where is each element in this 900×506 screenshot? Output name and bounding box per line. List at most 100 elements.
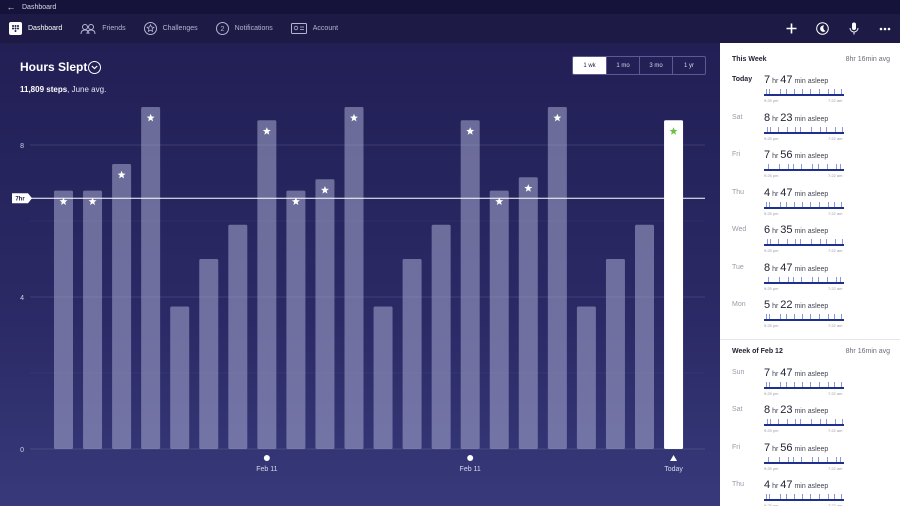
nav-account[interactable]: Account — [282, 14, 347, 43]
sleep-stage-tick — [818, 456, 819, 462]
sleep-stage-tick — [769, 494, 770, 499]
sleep-moon-icon[interactable] — [807, 14, 838, 43]
min-unit: min asleep — [794, 408, 829, 415]
sleep-minutes: 47 — [780, 479, 793, 491]
sleep-minutes: 23 — [780, 404, 793, 416]
sleep-bar[interactable] — [54, 190, 73, 449]
sleep-stage-tick — [810, 89, 811, 94]
sleep-start-time: 9:25 pm — [764, 210, 779, 216]
tab-1-month[interactable]: 1 mo — [606, 57, 639, 74]
sleep-log-row[interactable]: Mon 5 hr 22 min asleep 9:25 pm 7:22 am — [732, 299, 892, 336]
chevron-down-icon[interactable] — [88, 61, 101, 74]
sleep-bar[interactable] — [518, 177, 538, 450]
goal-star-icon — [669, 127, 678, 135]
sleep-minutes: 47 — [780, 186, 793, 199]
sleep-stage-tick — [794, 89, 795, 94]
sleep-end-time: 7:22 am — [828, 323, 843, 328]
sleep-bar[interactable] — [460, 120, 480, 450]
sleep-bar[interactable] — [83, 190, 103, 449]
sleep-log-sidebar: This Week 8hr 16min avg Today 7 hr 47 min a… — [720, 43, 900, 506]
sleep-bar[interactable] — [112, 164, 132, 449]
sleep-log-row[interactable]: Wed 6 hr 35 min asleep 9:25 pm 7:22 am — [732, 224, 892, 261]
sleep-stage-tick — [778, 419, 779, 424]
sleep-timeline-base — [764, 386, 844, 389]
sleep-bar[interactable] — [373, 306, 393, 450]
sleep-end-time: 7:22 am — [828, 428, 843, 433]
min-unit: min asleep — [794, 190, 829, 198]
steps-value: 11,809 steps — [20, 85, 68, 94]
sleep-hours: 8 — [764, 404, 771, 416]
sleep-log-row[interactable]: Sun 7 hr 47 min asleep 9:25 pm 7:22 am — [732, 367, 892, 404]
sleep-bar[interactable] — [141, 107, 161, 449]
tab-3-months[interactable]: 3 mo — [639, 57, 672, 74]
y-tick-label: 0 — [20, 447, 24, 454]
sleep-hours: 6 — [764, 224, 771, 236]
min-unit: min asleep — [794, 153, 829, 160]
arrow-left-icon[interactable]: ← — [6, 2, 16, 12]
sleep-stage-tick — [795, 126, 796, 132]
sleep-stage-tick — [834, 314, 835, 319]
sleep-bar[interactable] — [402, 259, 422, 449]
sleep-bar[interactable] — [576, 306, 596, 450]
sleep-bar[interactable] — [431, 224, 451, 449]
sleep-stage-tick — [812, 456, 813, 462]
sleep-bar[interactable] — [489, 190, 509, 449]
more-icon[interactable] — [869, 14, 900, 43]
sleep-bar[interactable] — [344, 107, 364, 449]
nav-dashboard[interactable]: Dashboard — [0, 14, 71, 43]
tab-1-year[interactable]: 1 yr — [672, 57, 705, 74]
sleep-bar[interactable] — [199, 259, 219, 449]
sleep-timeline — [764, 201, 844, 210]
sleep-stage-tick — [786, 381, 787, 387]
microphone-icon[interactable] — [838, 14, 869, 43]
sleep-bar[interactable] — [664, 120, 684, 450]
tab-1-week[interactable]: 1 wk — [573, 57, 606, 74]
goal-star-icon — [146, 113, 155, 122]
sleep-log-row[interactable]: Tue 8 hr 47 min asleep 9:25 pm 7:22 am — [732, 262, 892, 299]
page-title: Hours Slept — [20, 60, 88, 74]
sleep-stage-tick — [800, 419, 801, 424]
sleep-stage-tick — [828, 381, 829, 387]
nav-friends[interactable]: Friends — [71, 14, 134, 43]
sleep-bar[interactable] — [257, 120, 277, 450]
sleep-stage-tick — [834, 89, 835, 94]
y-tick-label: 8 — [20, 143, 24, 150]
sleep-log-row[interactable]: Fri 7 hr 56 min asleep 9:25 pm 7:22 am — [732, 442, 892, 479]
day-name: Sat — [732, 406, 743, 413]
sleep-minutes: 22 — [780, 299, 793, 311]
sleep-duration: 6 hr 35 min asleep — [764, 224, 828, 236]
sleep-bar[interactable] — [605, 259, 625, 449]
sleep-duration: 8 hr 23 min asleep — [764, 112, 828, 124]
sleep-stage-tick — [834, 201, 835, 207]
sleep-hours: 8 — [764, 261, 771, 274]
x-tick-label: Today — [664, 466, 683, 473]
sleep-stage-tick — [794, 494, 795, 499]
sleep-timeline — [764, 419, 844, 427]
nav-label: Challenges — [162, 25, 198, 32]
sleep-log-row[interactable]: Today 7 hr 47 min asleep 9:25 pm 7:22 am — [732, 74, 892, 111]
top-nav: Dashboard Friends Challenges 2 Notificat… — [0, 14, 900, 43]
sleep-log-row[interactable]: Fri 7 hr 56 min asleep 9:25 pm 7:22 am — [732, 149, 892, 186]
add-icon[interactable] — [776, 14, 807, 43]
sleep-bar[interactable] — [315, 179, 335, 449]
sleep-duration: 7 hr 47 min asleep — [764, 74, 828, 86]
nav-challenges[interactable]: Challenges — [135, 14, 207, 43]
sleep-start-time: 9:25 pm — [764, 390, 779, 396]
sleep-log-row[interactable]: Thu 4 hr 47 min asleep 9:25 pm 7:22 am — [732, 479, 892, 506]
sleep-stage-tick — [834, 381, 835, 387]
nav-label: Friends — [102, 25, 126, 32]
sleep-bar[interactable] — [547, 107, 567, 449]
sleep-stage-tick — [826, 419, 827, 424]
sleep-bar[interactable] — [286, 190, 306, 449]
sleep-stage-tick — [802, 494, 803, 499]
sleep-log-row[interactable]: Thu 4 hr 47 min asleep 9:25 pm 7:22 am — [732, 187, 892, 224]
sleep-bar[interactable] — [170, 306, 190, 450]
sleep-bar[interactable] — [228, 224, 248, 449]
nav-notifications[interactable]: 2 Notifications — [207, 14, 282, 43]
sleep-stage-tick — [836, 276, 837, 282]
sleep-end-time: 7:22 am — [828, 390, 843, 396]
sleep-bar[interactable] — [635, 224, 654, 449]
sleep-log-row[interactable]: Sat 8 hr 23 min asleep 9:25 pm 7:22 am — [732, 112, 892, 149]
sleep-start-time: 9:25 pm — [764, 285, 779, 291]
sleep-log-row[interactable]: Sat 8 hr 23 min asleep 9:25 pm 7:22 am — [732, 404, 892, 441]
